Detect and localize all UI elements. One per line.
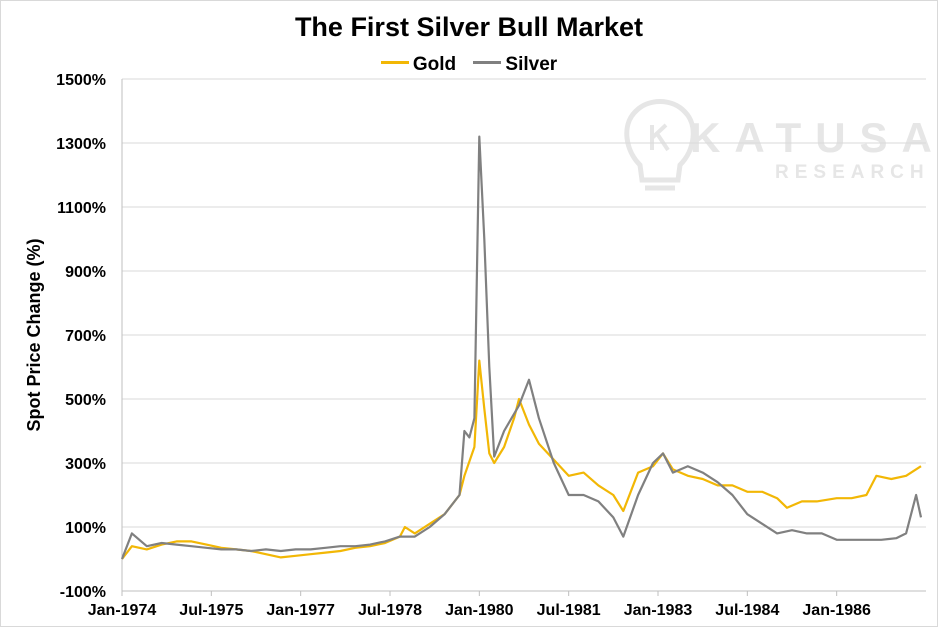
x-tick-label: Jul-1981: [537, 602, 601, 619]
watermark: KATUSA RESEARCH: [624, 99, 938, 191]
y-axis-ticks: -100% 100% 300% 500% 700% 900% 1100% 1300% 1500%: [56, 72, 106, 601]
x-tick-label: Jan-1974: [88, 602, 157, 619]
x-axis-ticks: Jan-1974 Jul-1975 Jan-1977 Jul-1978 Jan-1980…: [88, 591, 871, 619]
y-tick-label: 300%: [65, 456, 106, 473]
y-tick-label: 1100%: [57, 200, 106, 217]
series-line-gold: [121, 359, 922, 560]
legend-swatch-silver: [473, 61, 502, 65]
lightbulb-icon: [624, 99, 696, 191]
watermark-brand: KATUSA: [690, 114, 938, 161]
watermark-sub: RESEARCH: [775, 162, 930, 183]
legend-label-silver: Silver: [505, 54, 558, 75]
y-tick-label: 1500%: [56, 72, 106, 89]
y-tick-label: 1300%: [56, 136, 106, 153]
x-tick-label: Jul-1978: [358, 602, 422, 619]
x-tick-label: Jan-1983: [624, 602, 693, 619]
y-axis-label: Spot Price Change (%): [24, 238, 44, 431]
y-tick-label: 100%: [65, 520, 106, 537]
chart-title: The First Silver Bull Market: [294, 12, 644, 42]
gridlines: [121, 78, 926, 592]
series-lines: [120, 135, 923, 560]
legend-item-gold: Gold: [380, 54, 457, 76]
x-tick-label: Jan-1980: [445, 602, 514, 619]
y-tick-label: 500%: [65, 392, 106, 409]
y-tick-label: 700%: [65, 328, 106, 345]
y-tick-label: 900%: [65, 264, 106, 281]
x-tick-label: Jan-1986: [802, 602, 871, 619]
legend-label-gold: Gold: [412, 54, 457, 75]
series-line-silver: [120, 135, 923, 560]
legend-item-silver: Silver: [473, 54, 557, 76]
x-tick-label: Jan-1977: [266, 602, 335, 619]
legend: Gold Silver: [0, 54, 938, 76]
y-tick-label: -100%: [60, 584, 106, 601]
x-tick-label: Jul-1984: [715, 602, 779, 619]
x-tick-label: Jul-1975: [179, 602, 243, 619]
legend-swatch-gold: [380, 61, 409, 65]
